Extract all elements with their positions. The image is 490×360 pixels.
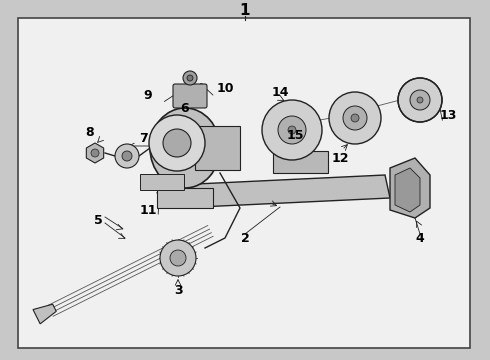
Circle shape bbox=[262, 100, 322, 160]
Circle shape bbox=[183, 71, 197, 85]
Circle shape bbox=[410, 90, 430, 110]
Circle shape bbox=[187, 75, 193, 81]
Bar bbox=[157, 188, 213, 208]
Circle shape bbox=[398, 78, 442, 122]
Text: 2: 2 bbox=[241, 231, 249, 244]
Text: 5: 5 bbox=[94, 213, 102, 226]
Text: 1: 1 bbox=[240, 3, 250, 18]
Bar bbox=[273, 151, 328, 173]
Polygon shape bbox=[33, 304, 56, 324]
Circle shape bbox=[329, 92, 381, 144]
Circle shape bbox=[115, 144, 139, 168]
Text: 13: 13 bbox=[440, 108, 457, 122]
Circle shape bbox=[278, 116, 306, 144]
Circle shape bbox=[160, 240, 196, 276]
Circle shape bbox=[417, 97, 423, 103]
Text: 11: 11 bbox=[139, 203, 157, 216]
Circle shape bbox=[122, 151, 132, 161]
Text: 4: 4 bbox=[416, 231, 424, 244]
Polygon shape bbox=[86, 143, 104, 163]
Text: 12: 12 bbox=[331, 152, 349, 165]
Circle shape bbox=[351, 114, 359, 122]
Text: 15: 15 bbox=[286, 129, 304, 141]
Circle shape bbox=[91, 149, 99, 157]
Text: 3: 3 bbox=[173, 284, 182, 297]
Text: 14: 14 bbox=[271, 86, 289, 99]
Circle shape bbox=[343, 106, 367, 130]
Text: 10: 10 bbox=[216, 81, 234, 95]
Circle shape bbox=[163, 129, 191, 157]
Circle shape bbox=[288, 126, 296, 134]
Text: 7: 7 bbox=[139, 131, 147, 144]
FancyBboxPatch shape bbox=[173, 84, 207, 108]
Text: 6: 6 bbox=[181, 102, 189, 114]
Bar bbox=[140, 174, 184, 190]
Polygon shape bbox=[175, 175, 390, 208]
Bar bbox=[195, 126, 240, 170]
Polygon shape bbox=[390, 158, 430, 218]
Polygon shape bbox=[395, 168, 420, 212]
Circle shape bbox=[149, 115, 205, 171]
Text: 8: 8 bbox=[86, 126, 94, 139]
Text: 9: 9 bbox=[144, 89, 152, 102]
Ellipse shape bbox=[150, 108, 220, 188]
Circle shape bbox=[170, 250, 186, 266]
